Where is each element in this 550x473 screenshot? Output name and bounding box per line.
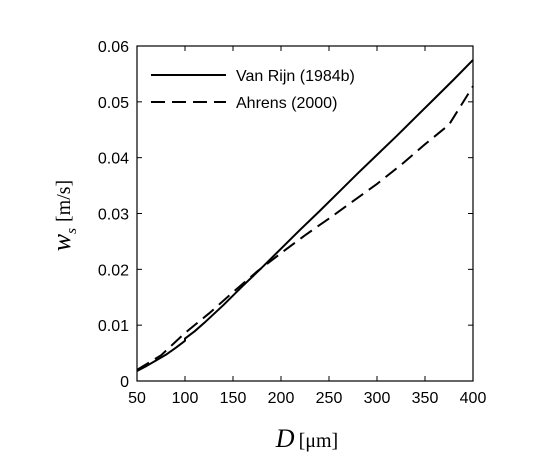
x-axis-symbol: D: [275, 424, 295, 453]
legend-label-1: Van Rijn (1984b): [236, 68, 355, 85]
series-layer: [136, 59, 474, 372]
x-axis-unit: [μm]: [299, 430, 339, 452]
series-line-2: [136, 85, 474, 371]
x-tick-label: 150: [220, 390, 247, 407]
x-tick-label: 250: [316, 390, 343, 407]
series-line-1: [136, 59, 474, 372]
y-tick-label: 0.03: [98, 207, 129, 224]
x-tick-label: 50: [128, 390, 146, 407]
x-tick-label: 300: [364, 390, 391, 407]
y-tick-label: 0.02: [98, 262, 129, 279]
y-tick-label: 0.05: [98, 95, 129, 112]
y-tick-label: 0.06: [98, 39, 129, 56]
y-tick-label: 0.01: [98, 318, 129, 335]
y-axis-unit: [m/s]: [53, 180, 75, 222]
x-tick-label: 200: [268, 390, 295, 407]
y-axis-label: ws [m/s]: [47, 180, 80, 251]
x-tick-label: 350: [412, 390, 439, 407]
legend: Van Rijn (1984b) Ahrens (2000): [151, 68, 355, 112]
x-tick-label: 100: [172, 390, 199, 407]
y-axis-symbol: w: [47, 233, 76, 251]
x-axis-label: D [μm]: [275, 424, 338, 453]
x-axis-ticks: 50 100 150 200 250 300 350 400: [128, 46, 486, 407]
y-axis-subscript: s: [64, 228, 80, 234]
y-tick-label: 0.04: [98, 151, 129, 168]
y-tick-label: 0: [120, 374, 129, 391]
legend-label-2: Ahrens (2000): [236, 95, 337, 112]
x-tick-label: 400: [460, 390, 487, 407]
y-axis-ticks: 0 0.01 0.02 0.03 0.04 0.05 0.06: [98, 39, 473, 391]
